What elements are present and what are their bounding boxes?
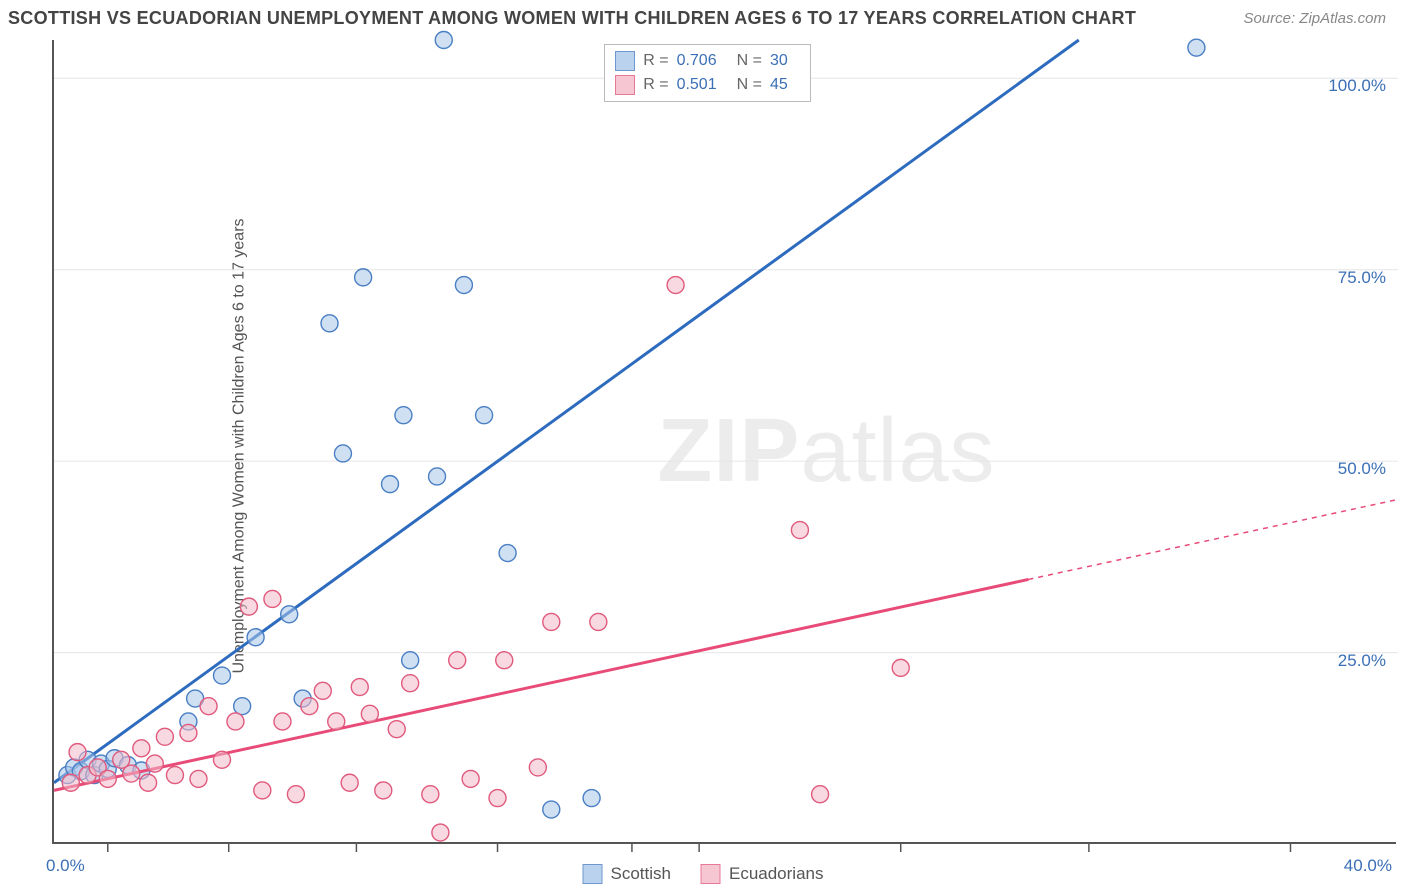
n-value: 30 [770,52,788,70]
x-tick-label: 40.0% [1344,856,1392,876]
legend-label: Ecuadorians [729,864,824,884]
y-tick-label: 100.0% [1328,76,1386,96]
series-legend: Scottish Ecuadorians [583,864,824,884]
chart-plot-area: ZIPatlas R = 0.706 N = 30 R = 0.501 N = … [52,40,1396,844]
source-label: Source: ZipAtlas.com [1243,10,1386,27]
scatter-plot-svg [54,40,1396,842]
legend-swatch [615,51,635,71]
legend-item: Scottish [583,864,671,884]
r-label: R = [643,76,668,94]
x-tick-label: 0.0% [46,856,85,876]
y-tick-label: 25.0% [1338,651,1386,671]
legend-row: R = 0.501 N = 45 [615,73,800,97]
r-value: 0.706 [677,52,717,70]
n-label: N = [737,76,762,94]
y-tick-label: 75.0% [1338,268,1386,288]
n-value: 45 [770,76,788,94]
r-label: R = [643,52,668,70]
legend-swatch [615,75,635,95]
r-value: 0.501 [677,76,717,94]
correlation-legend: R = 0.706 N = 30 R = 0.501 N = 45 [604,44,811,102]
legend-label: Scottish [611,864,671,884]
y-tick-label: 50.0% [1338,459,1386,479]
n-label: N = [737,52,762,70]
legend-row: R = 0.706 N = 30 [615,49,800,73]
legend-swatch [583,864,603,884]
chart-title: SCOTTISH VS ECUADORIAN UNEMPLOYMENT AMON… [8,8,1136,29]
legend-item: Ecuadorians [701,864,824,884]
legend-swatch [701,864,721,884]
